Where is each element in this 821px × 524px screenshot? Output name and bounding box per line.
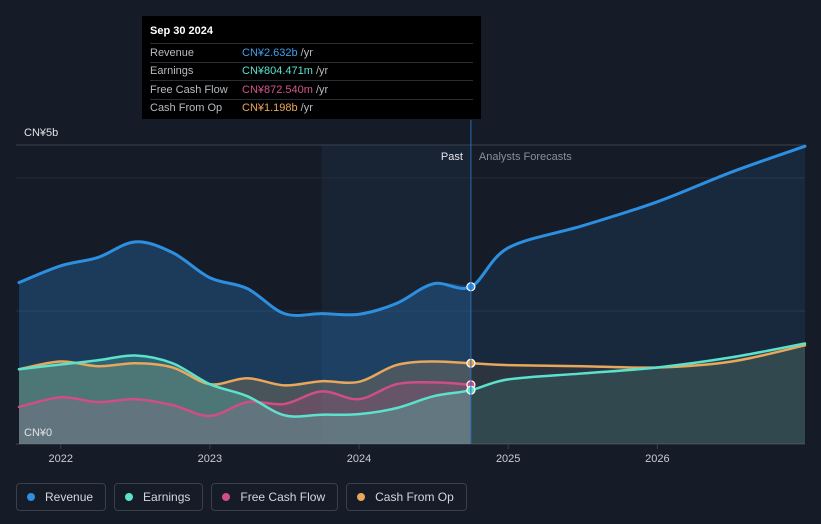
legend-item-free-cash-flow[interactable]: Free Cash Flow [211,483,339,511]
tooltip-value: CN¥872.540m [242,83,313,96]
tooltip-value: CN¥2.632b [242,46,298,59]
tooltip-unit: /yr [315,83,329,96]
legend-item-cash-from-op[interactable]: Cash From Op [346,483,467,511]
revenue-line [17,144,807,317]
legend-label: Cash From Op [375,490,454,504]
tooltip-label: Free Cash Flow [150,83,228,96]
forecast-label: Analysts Forecasts [479,151,572,163]
x-tick-label: 2023 [198,453,222,465]
earnings-line [17,342,807,418]
legend-label: Free Cash Flow [240,490,326,504]
chart-legend: Revenue Earnings Free Cash Flow Cash Fro… [16,483,475,511]
fcf-area-past [18,382,471,444]
legend-label: Earnings [143,490,191,504]
tooltip-value: CN¥804.471m [242,65,313,78]
tooltip-row-free-cash-flow: Free Cash Flow CN¥872.540m /yr [150,80,473,99]
tooltip-label: Earnings [150,65,194,78]
legend-dot-icon [125,493,134,501]
x-tick-label: 2026 [645,453,669,465]
tooltip-label: Cash From Op [150,102,223,115]
tooltip-date: Sep 30 2024 [150,25,213,37]
revenue-area-forecast [470,146,805,445]
revenue-area-past [18,241,471,444]
tooltip-label: Revenue [150,46,195,59]
tooltip-unit: /yr [315,65,329,78]
legend-dot-icon [357,493,366,501]
x-tick-label: 2025 [496,453,520,465]
tooltip-value: CN¥1.198b [242,102,298,115]
legend-dot-icon [27,493,35,501]
x-tick-label: 2024 [347,453,371,465]
fcf-line [17,380,473,418]
tooltip-unit: /yr [300,46,313,59]
legend-item-revenue[interactable]: Revenue [16,483,107,511]
cfo-line [17,344,807,387]
earnings-area-forecast [470,343,805,444]
y-label-bottom: CN¥0 [24,427,52,439]
tooltip-panel: Sep 30 2024 Revenue CN¥2.632b /yr Earnin… [142,16,481,119]
tooltip-row-earnings: Earnings CN¥804.471m /yr [150,61,473,81]
tooltip-row-revenue: Revenue CN¥2.632b /yr [150,43,473,62]
tooltip-row-cash-from-op: Cash From Op CN¥1.198b /yr [150,98,473,118]
cfo-area-forecast [470,345,805,444]
legend-item-earnings[interactable]: Earnings [114,483,204,511]
earnings-area-past [18,355,471,444]
past-label: Past [441,151,463,163]
x-tick-label: 2022 [49,453,73,465]
tooltip-unit: /yr [300,102,313,115]
y-label-top: CN¥5b [24,127,58,139]
legend-dot-icon [222,493,231,501]
legend-label: Revenue [45,490,94,504]
